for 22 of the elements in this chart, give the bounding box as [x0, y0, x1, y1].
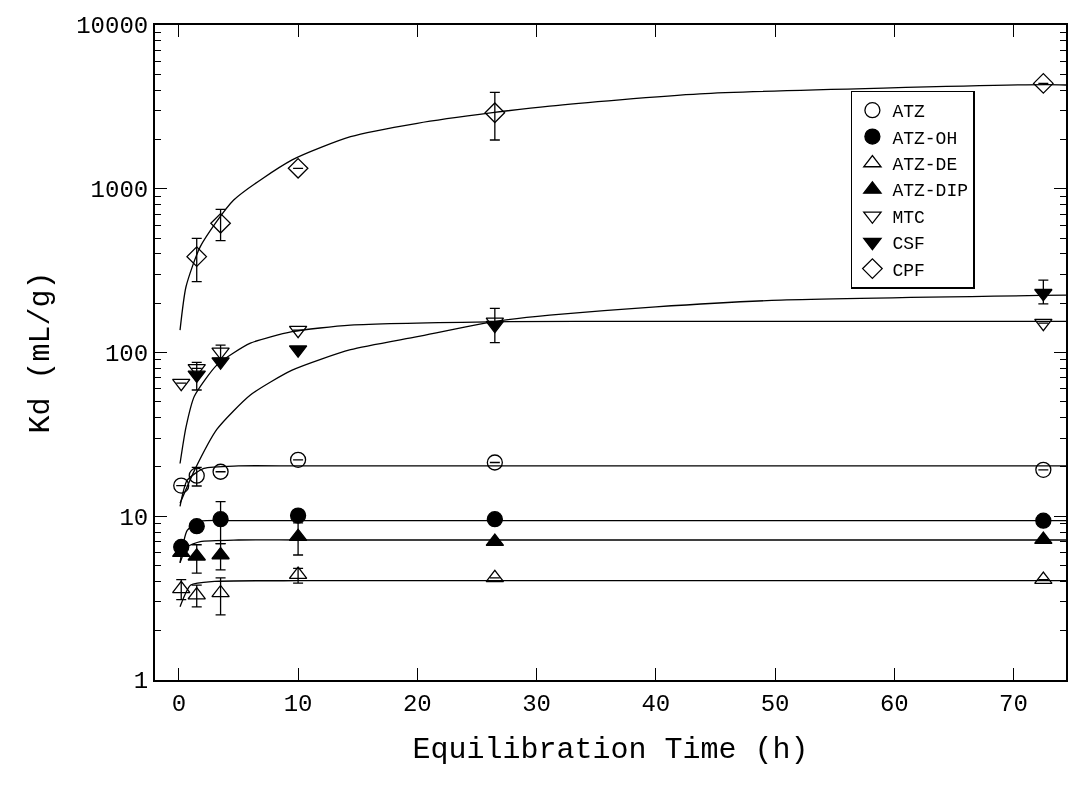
legend-label: CSF: [892, 234, 925, 255]
y-tick-label: 10: [119, 504, 149, 532]
x-tick-label: 30: [522, 690, 551, 718]
x-tick-label: 50: [760, 690, 790, 718]
x-tick-label: 40: [641, 690, 671, 718]
y-tick-label: 10000: [76, 13, 149, 41]
legend-label: MTC: [892, 207, 925, 228]
y-tick-label: 1: [133, 668, 149, 696]
legend-label: CPF: [892, 260, 925, 281]
legend-label: ATZ: [892, 102, 925, 123]
x-tick-label: 0: [171, 690, 187, 718]
legend-label: ATZ-DIP: [892, 181, 969, 202]
legend-label: ATZ-OH: [892, 128, 958, 149]
x-tick-label: 20: [402, 690, 432, 718]
y-axis-title: Kd (mL/g): [23, 271, 58, 434]
x-tick-label: 70: [999, 690, 1028, 718]
x-axis-title: Equilibration Time (h): [412, 732, 809, 767]
x-tick-label: 60: [879, 690, 909, 718]
y-tick-label: 1000: [90, 177, 149, 205]
y-tick-label: 100: [104, 340, 149, 368]
legend-label: ATZ-DE: [892, 155, 958, 176]
x-tick-label: 10: [283, 690, 313, 718]
